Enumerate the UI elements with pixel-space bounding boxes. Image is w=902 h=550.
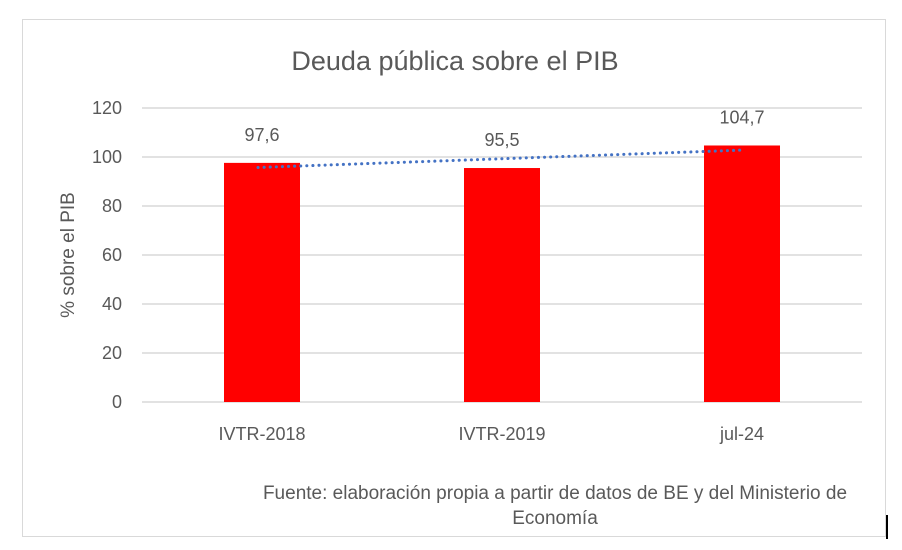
x-tick-label: jul-24 <box>719 424 764 444</box>
y-tick-label: 60 <box>102 245 122 265</box>
data-label: 104,7 <box>719 107 764 127</box>
bar <box>224 162 300 402</box>
trendline <box>256 148 744 169</box>
y-tick-label: 80 <box>102 196 122 216</box>
frame-edge <box>886 515 888 539</box>
source-note: Fuente: elaboración propia a partir de d… <box>262 483 848 529</box>
chart-title: Deuda pública sobre el PIB <box>291 46 618 76</box>
chart-frame <box>22 19 886 537</box>
data-label: 95,5 <box>484 130 519 150</box>
data-label: 97,6 <box>244 125 279 145</box>
y-tick-label: 20 <box>102 343 122 363</box>
y-axis-label: % sobre el PIB <box>58 192 79 318</box>
x-tick-label: IVTR-2018 <box>218 424 305 444</box>
y-tick-label: 0 <box>112 392 122 412</box>
bar <box>704 145 780 403</box>
bar <box>464 168 540 402</box>
y-tick-label: 40 <box>102 294 122 314</box>
x-tick-label: IVTR-2019 <box>458 424 545 444</box>
y-tick-label: 120 <box>92 98 122 118</box>
y-tick-label: 100 <box>92 147 122 167</box>
